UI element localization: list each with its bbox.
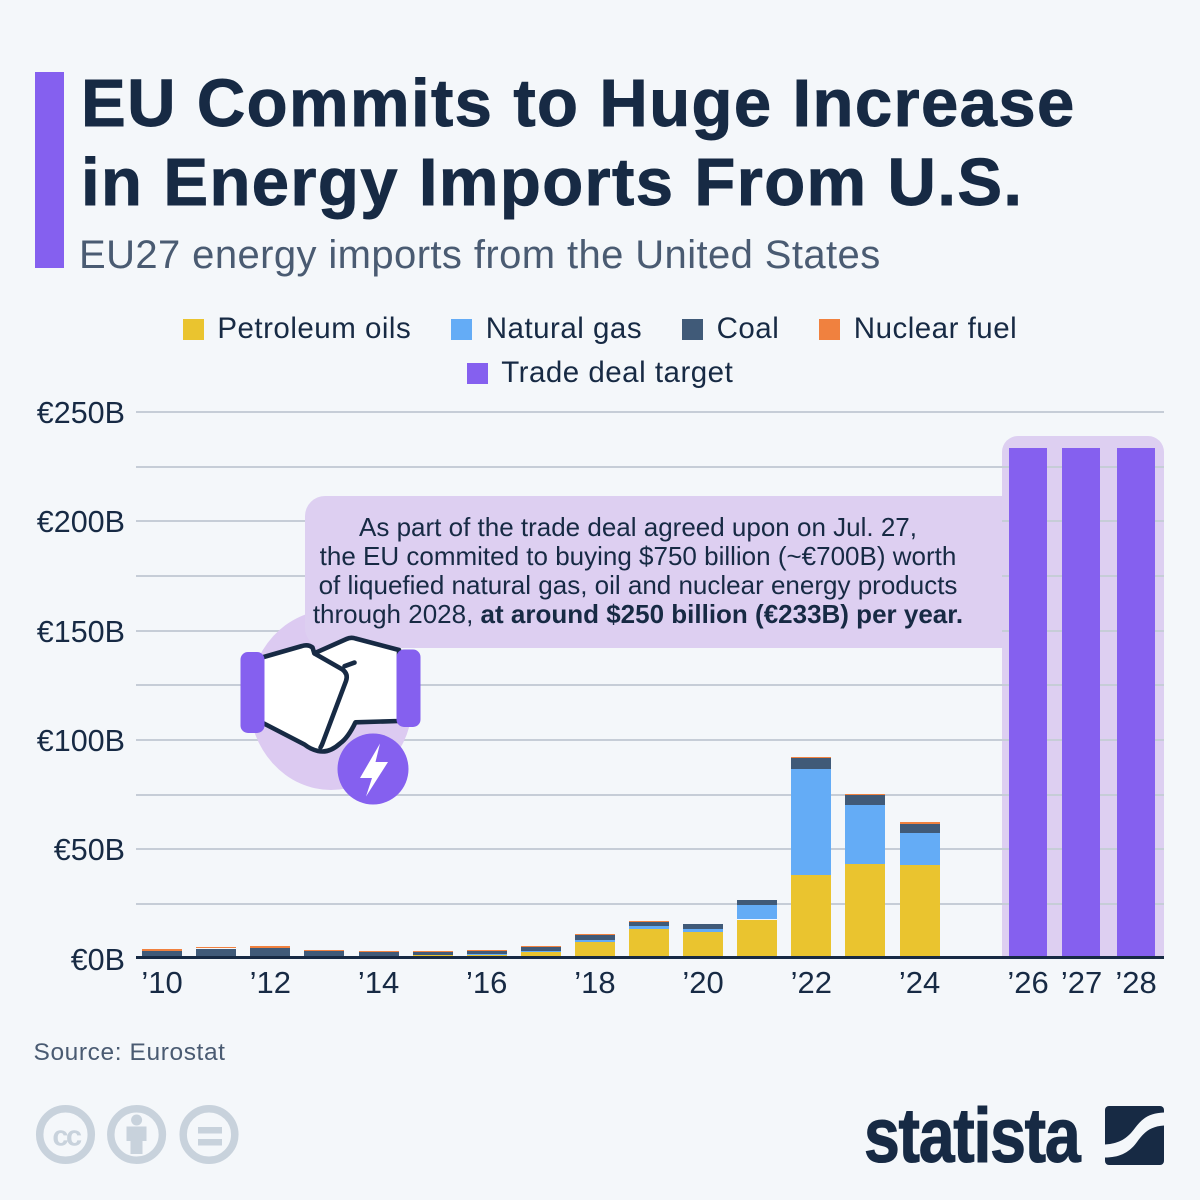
svg-text:cc: cc	[52, 1121, 82, 1153]
